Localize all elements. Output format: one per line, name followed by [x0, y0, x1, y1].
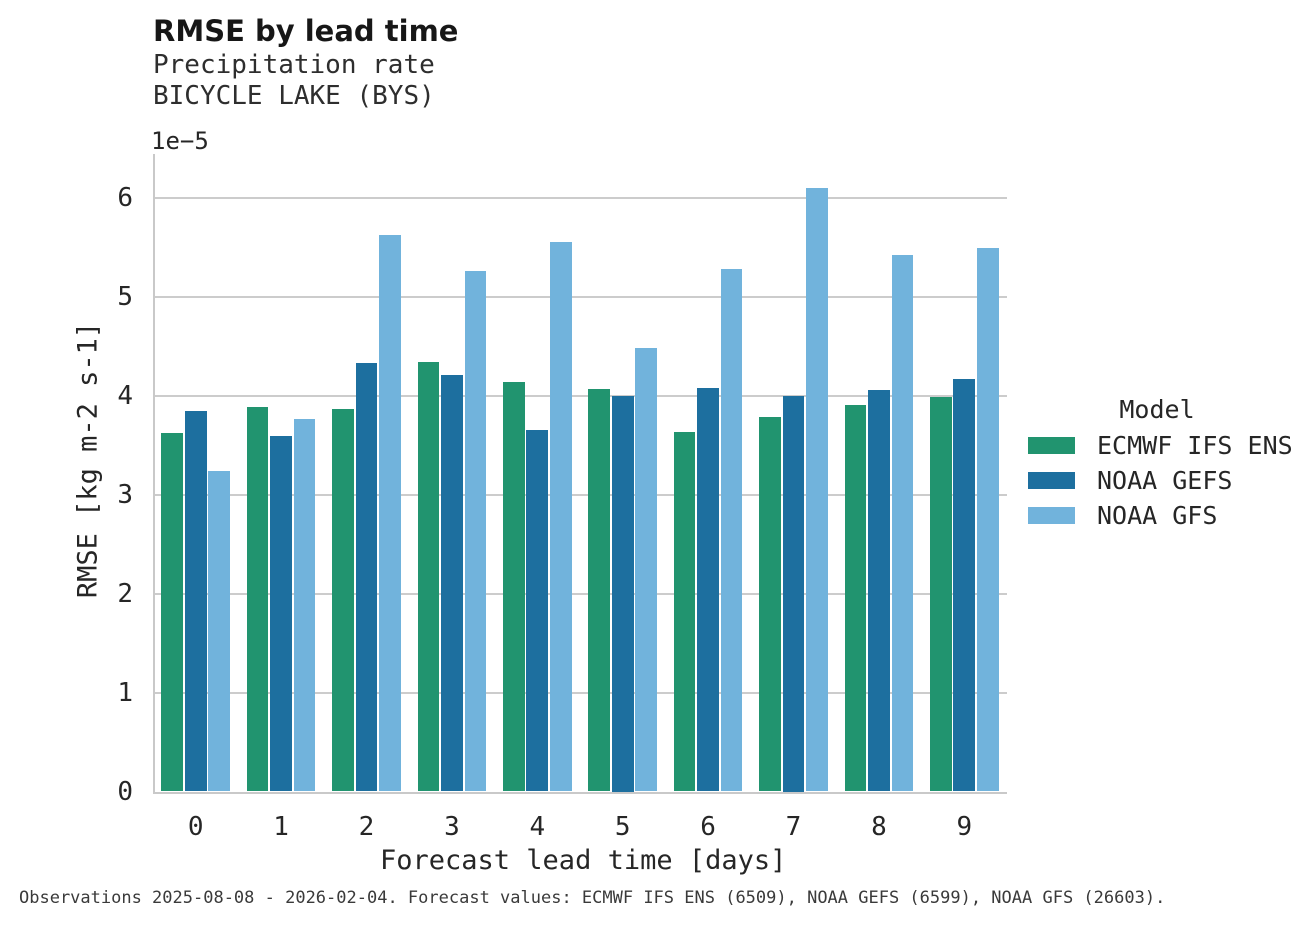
x-tick-label-2: 2 — [358, 812, 375, 842]
x-tick-label-7: 7 — [785, 812, 802, 842]
gridline — [153, 592, 1007, 595]
bar-noaa-gfs-day5 — [635, 347, 658, 792]
gridline — [153, 394, 1007, 397]
bar-ecmwf-ifs-ens-day6 — [673, 432, 696, 792]
bar-noaa-gefs-day1 — [270, 436, 292, 792]
chart-title: RMSE by lead time — [153, 14, 459, 48]
x-tick-label-9: 9 — [956, 812, 973, 842]
bar-noaa-gefs-day6 — [697, 387, 719, 792]
bar-ecmwf-ifs-ens-day4 — [502, 381, 525, 792]
bar-noaa-gefs-day0 — [184, 411, 207, 792]
x-tick-label-3: 3 — [444, 812, 460, 842]
y-axis-offset-label: 1e−5 — [151, 127, 209, 155]
gridline — [153, 196, 1007, 199]
legend-title: Model — [1119, 395, 1195, 424]
legend-label: NOAA GEFS — [1097, 466, 1233, 495]
bar-noaa-gefs-day8 — [868, 389, 890, 792]
x-axis-spine — [153, 791, 1007, 794]
y-tick-label-2: 2 — [117, 578, 133, 609]
bar-noaa-gefs-day7 — [782, 395, 805, 792]
legend-entry-ecmwf-ifs-ens: ECMWF IFS ENS — [1028, 433, 1293, 458]
legend-entry-noaa-gfs: NOAA GFS — [1028, 503, 1293, 528]
x-tick-label-6: 6 — [700, 812, 716, 842]
y-tick-label-4: 4 — [117, 380, 133, 411]
bar-ecmwf-ifs-ens-day7 — [759, 417, 781, 792]
gridline — [153, 295, 1007, 298]
y-tick-label-3: 3 — [117, 479, 133, 510]
bar-ecmwf-ifs-ens-day0 — [161, 433, 184, 792]
gridline — [153, 691, 1007, 694]
bar-ecmwf-ifs-ens-day2 — [332, 409, 354, 792]
bar-noaa-gfs-day9 — [976, 247, 999, 792]
y-axis-spine — [153, 154, 155, 794]
bar-ecmwf-ifs-ens-day8 — [844, 405, 867, 792]
legend-swatch-icon — [1028, 472, 1075, 489]
legend-label: NOAA GFS — [1097, 501, 1218, 530]
bar-noaa-gfs-day0 — [208, 470, 231, 792]
bar-noaa-gfs-day6 — [720, 268, 743, 792]
chart-subtitle-station: BICYCLE LAKE (BYS) — [153, 81, 435, 111]
bar-noaa-gefs-day4 — [526, 430, 549, 792]
x-tick-label-1: 1 — [273, 812, 289, 842]
y-tick-label-1: 1 — [117, 677, 133, 708]
x-tick-label-4: 4 — [529, 812, 546, 842]
bar-noaa-gfs-day8 — [891, 254, 914, 792]
legend-label: ECMWF IFS ENS — [1097, 431, 1293, 460]
bar-noaa-gfs-day1 — [293, 419, 316, 792]
x-tick-label-8: 8 — [871, 812, 887, 842]
x-tick-label-5: 5 — [614, 812, 631, 842]
bar-noaa-gfs-day2 — [379, 235, 401, 792]
y-tick-label-6: 6 — [117, 182, 133, 213]
footer-note: Observations 2025-08-08 - 2026-02-04. Fo… — [19, 888, 1166, 908]
legend-entry-noaa-gefs: NOAA GEFS — [1028, 468, 1293, 493]
gridline — [153, 493, 1007, 496]
bar-noaa-gfs-day4 — [549, 242, 572, 792]
bar-ecmwf-ifs-ens-day9 — [929, 397, 952, 792]
bar-ecmwf-ifs-ens-day3 — [417, 361, 440, 792]
bar-noaa-gefs-day9 — [953, 378, 976, 792]
bar-noaa-gefs-day3 — [441, 374, 463, 792]
x-axis-label: Forecast lead time [days] — [380, 845, 787, 876]
legend: ECMWF IFS ENS NOAA GEFS NOAA GFS — [1028, 433, 1293, 542]
x-tick-label-0: 0 — [187, 812, 204, 842]
bar-noaa-gfs-day3 — [464, 270, 487, 792]
legend-swatch-icon — [1028, 437, 1075, 454]
bar-noaa-gfs-day7 — [806, 187, 828, 792]
y-axis-label: RMSE [kg m-2 s-1] — [72, 321, 104, 599]
bar-noaa-gefs-day5 — [611, 395, 634, 792]
bar-ecmwf-ifs-ens-day5 — [588, 388, 611, 792]
y-tick-label-5: 5 — [117, 281, 133, 312]
y-tick-label-0: 0 — [117, 776, 133, 807]
legend-swatch-icon — [1028, 507, 1075, 524]
bar-noaa-gefs-day2 — [355, 362, 378, 792]
bar-ecmwf-ifs-ens-day1 — [246, 407, 269, 792]
chart-subtitle-variable: Precipitation rate — [153, 50, 435, 80]
